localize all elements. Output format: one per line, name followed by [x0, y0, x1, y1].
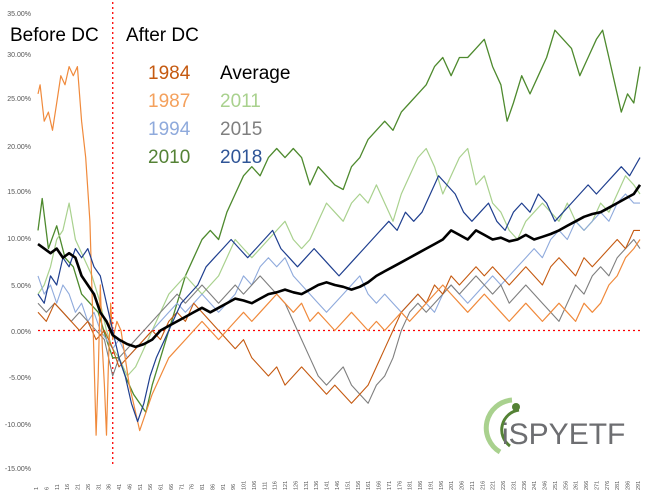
after-label: After DC	[126, 25, 199, 46]
y-tick-label: 20.00%	[7, 144, 31, 151]
y-tick-label: -5.00%	[9, 375, 31, 382]
y-tick-labels: 35.00% 30.00% 25.00% 20.00% 15.00% 10.00…	[5, 11, 31, 473]
x-tick-label: 201	[449, 481, 455, 490]
x-tick-label: 121	[283, 481, 289, 490]
y-tick-label: -10.00%	[5, 422, 31, 429]
legend-label: 2015	[220, 119, 262, 140]
legend-label: 1987	[148, 91, 190, 112]
x-tick-label: 191	[428, 481, 434, 490]
y-tick-label: 0.00%	[11, 329, 31, 336]
x-tick-label: 221	[491, 481, 497, 490]
series-line-2010	[37, 29, 641, 414]
x-tick-label: 196	[439, 481, 445, 490]
series-layer	[37, 29, 642, 436]
series-line-2018	[37, 157, 641, 423]
x-tick-label: 166	[377, 481, 383, 490]
ispyetf-logo: iSPYETF	[483, 397, 625, 455]
x-tick-label: 71	[179, 484, 185, 490]
x-tick-label: 11	[55, 484, 61, 490]
x-tick-label: 141	[325, 481, 331, 490]
y-tick-label: 10.00%	[7, 236, 31, 243]
x-tick-label: 81	[200, 484, 206, 490]
x-tick-label: 36	[107, 484, 113, 490]
y-tick-label: 25.00%	[7, 96, 31, 103]
x-tick-label: 276	[605, 481, 611, 490]
series-line-1987	[37, 65, 641, 436]
x-tick-label: 26	[86, 484, 92, 490]
x-tick-label: 111	[262, 482, 268, 490]
x-tick-label: 216	[480, 481, 486, 490]
x-tick-label: 291	[636, 481, 642, 490]
x-tick-label: 1	[34, 487, 40, 490]
logo-swoosh-inner	[500, 408, 520, 448]
x-tick-label: 51	[138, 484, 144, 490]
x-tick-label: 181	[408, 481, 414, 490]
legend-label: 1984	[148, 63, 191, 84]
x-tick-label: 176	[397, 481, 403, 490]
x-tick-label: 161	[366, 481, 372, 490]
x-tick-label: 281	[615, 481, 621, 490]
legend-label: 2010	[148, 147, 190, 168]
legend-label: 2011	[220, 91, 261, 112]
x-tick-label: 271	[594, 481, 600, 490]
x-tick-label: 151	[345, 481, 351, 490]
x-tick-label: 226	[501, 481, 507, 490]
series-line-average	[37, 184, 642, 349]
x-tick-label: 206	[460, 481, 466, 490]
x-tick-label: 256	[563, 481, 569, 490]
logo-dot	[512, 403, 520, 411]
x-tick-label: 286	[626, 481, 632, 490]
x-tick-label: 246	[543, 481, 549, 490]
legend-label: 1994	[148, 119, 191, 140]
legend: 1984 Average 1987 2011 1994 2015 2010 20…	[148, 63, 290, 168]
x-tick-label: 171	[387, 481, 393, 490]
series-line-2011	[37, 147, 641, 377]
y-tick-label: -15.00%	[5, 466, 31, 473]
series-line-1994	[37, 193, 640, 359]
x-tick-label: 16	[65, 484, 71, 490]
x-tick-label: 136	[314, 481, 320, 490]
x-tick-label: 241	[532, 481, 538, 490]
y-tick-label: 30.00%	[7, 52, 31, 59]
y-tick-label: 5.00%	[11, 283, 31, 290]
x-tick-label: 146	[335, 481, 341, 490]
series-line-2015	[37, 238, 641, 404]
x-tick-label: 106	[252, 481, 258, 490]
before-label: Before DC	[10, 25, 99, 46]
x-tick-label: 61	[159, 484, 165, 490]
x-tick-label: 31	[96, 484, 102, 490]
logo-swoosh-outer	[483, 397, 513, 455]
logo-text: iSPYETF	[502, 418, 625, 451]
x-tick-label: 76	[190, 484, 196, 490]
x-tick-label: 131	[304, 481, 310, 490]
x-tick-label: 6	[44, 487, 50, 490]
x-tick-label: 101	[242, 481, 248, 490]
x-tick-label: 86	[210, 484, 216, 490]
x-tick-labels: 1 6 11 16 21 26 31 36 41 46 51 56 61 66 71 76 81 86 91 96 10…	[34, 481, 642, 490]
x-tick-label: 96	[231, 484, 237, 490]
x-tick-label: 126	[293, 481, 299, 490]
x-tick-label: 156	[356, 481, 362, 490]
x-tick-label: 236	[522, 481, 528, 490]
x-tick-label: 116	[273, 481, 279, 490]
x-tick-label: 91	[221, 484, 227, 490]
legend-label: 2018	[220, 147, 262, 168]
x-tick-label: 261	[574, 481, 580, 490]
x-tick-label: 56	[148, 484, 154, 490]
x-tick-label: 46	[127, 484, 133, 490]
y-tick-label: 15.00%	[7, 189, 31, 196]
x-tick-label: 211	[470, 481, 476, 490]
x-tick-label: 186	[418, 481, 424, 490]
y-tick-label: 35.00%	[7, 11, 31, 18]
legend-label: Average	[220, 63, 290, 84]
x-tick-label: 266	[584, 481, 590, 490]
x-tick-label: 21	[76, 484, 82, 490]
x-tick-label: 66	[169, 484, 175, 490]
x-tick-label: 41	[117, 484, 123, 490]
x-tick-label: 251	[553, 481, 559, 490]
x-tick-label: 231	[511, 481, 517, 490]
